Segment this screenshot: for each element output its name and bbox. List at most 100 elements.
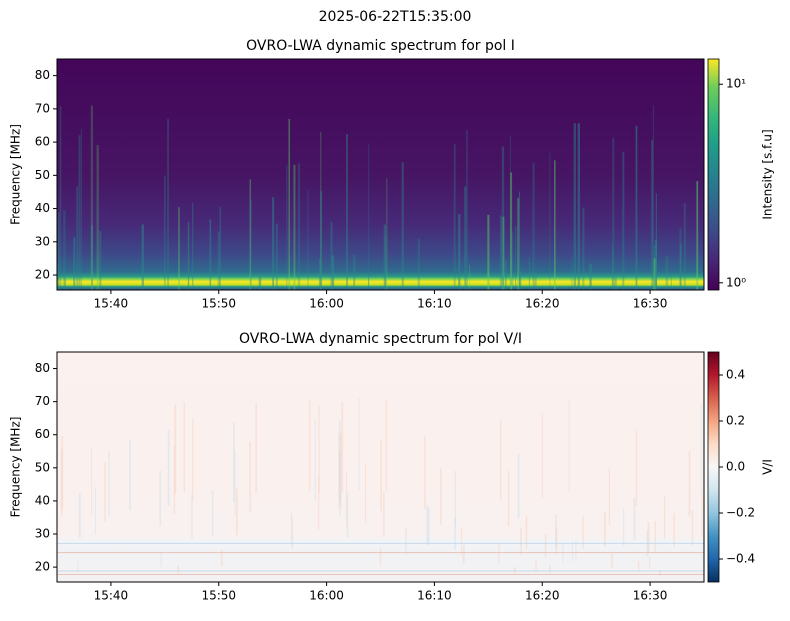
burst-streak	[519, 191, 521, 290]
burst-streak	[440, 468, 442, 526]
burst-streak	[517, 198, 519, 290]
burst-streak	[192, 202, 194, 290]
burst-streak	[541, 413, 544, 498]
colorbar-tick-label: −0.2	[726, 506, 755, 520]
x-tick-label: 15:40	[94, 297, 129, 311]
burst-streak	[532, 163, 535, 290]
burst-streak	[96, 145, 99, 290]
burst-streak	[683, 203, 686, 290]
burst-streak	[338, 434, 340, 509]
colorbar-tick-label: −0.4	[726, 552, 755, 566]
burst-streak	[670, 270, 672, 290]
burst-streak	[637, 561, 640, 572]
burst-streak	[401, 162, 404, 290]
burst-streak	[428, 507, 430, 545]
burst-streak	[217, 231, 220, 290]
burst-streak	[191, 495, 193, 539]
burst-streak	[423, 435, 426, 509]
burst-streak	[651, 139, 654, 290]
burst-streak	[462, 545, 465, 564]
burst-streak	[549, 565, 551, 574]
burst-streak	[652, 105, 655, 290]
burst-streak	[383, 491, 385, 537]
burst-streak	[104, 461, 106, 522]
colorbar-tick-label: 0.4	[726, 368, 745, 382]
burst-streak	[60, 449, 63, 516]
rfi-line	[57, 570, 704, 572]
burst-streak	[575, 539, 577, 561]
burst-streak	[577, 123, 581, 290]
burst-streak	[108, 450, 110, 517]
y-axis-label: Frequency [MHz]	[9, 417, 23, 518]
burst-streak	[611, 246, 614, 290]
burst-streak	[167, 429, 170, 506]
colorbar-tick-label: 0.0	[726, 460, 745, 474]
burst-streak	[173, 445, 176, 514]
burst-streak	[622, 152, 625, 290]
burst-streak	[510, 172, 513, 290]
burst-streak	[612, 138, 615, 290]
y-tick-label: 70	[35, 394, 50, 408]
colorbar-label: Intensity [s.f.u]	[761, 129, 775, 219]
plot-frame	[56, 58, 705, 291]
burst-streak	[275, 223, 278, 290]
x-tick-label: 15:50	[201, 297, 236, 311]
burst-streak	[293, 164, 296, 290]
burst-streak	[608, 468, 611, 526]
burst-streak	[509, 135, 511, 290]
suptitle: 2025-06-22T15:35:00	[319, 9, 472, 25]
burst-streak	[582, 207, 585, 290]
burst-streak	[353, 254, 356, 290]
burst-streak	[466, 130, 468, 290]
burst-streak	[61, 435, 64, 509]
burst-streak	[649, 556, 651, 570]
burst-streak	[249, 179, 252, 290]
burst-streak	[99, 231, 102, 290]
burst-streak	[78, 135, 81, 290]
burst-streak	[502, 216, 505, 290]
rfi-line	[57, 542, 704, 544]
burst-streak	[426, 507, 429, 545]
burst-streak	[320, 191, 323, 290]
colorbar-label: V/I	[761, 459, 775, 475]
burst-streak	[405, 527, 407, 555]
burst-streak	[129, 439, 131, 511]
burst-streak	[78, 493, 81, 538]
burst-streak	[58, 212, 60, 290]
burst-streak	[94, 486, 96, 535]
burst-streak	[700, 404, 702, 494]
y-tick-label: 30	[35, 234, 50, 248]
burst-streak	[235, 488, 238, 536]
burst-streak	[673, 513, 675, 548]
burst-streak	[341, 401, 344, 492]
burst-streak	[292, 518, 294, 551]
burst-streak	[555, 527, 558, 555]
rfi-line	[57, 573, 704, 575]
burst-streak	[177, 565, 180, 574]
burst-streak	[582, 515, 584, 549]
burst-streak	[63, 210, 66, 290]
burst-streak	[77, 560, 79, 572]
spectrum-image	[57, 59, 704, 290]
x-tick-label: 16:20	[525, 589, 560, 603]
burst-streak	[385, 400, 388, 492]
burst-streak	[345, 133, 348, 290]
burst-streak	[679, 243, 682, 290]
burst-streak	[622, 509, 625, 546]
x-tick-label: 16:00	[309, 589, 344, 603]
burst-streak	[469, 264, 471, 290]
burst-streak	[141, 224, 144, 290]
colorbar-tick-label: 10¹	[726, 77, 746, 91]
x-tick-label: 15:40	[94, 589, 129, 603]
burst-streak	[507, 470, 510, 527]
burst-streak	[665, 255, 669, 290]
burst-streak	[318, 405, 320, 494]
burst-streak	[187, 222, 190, 290]
burst-streak	[426, 505, 428, 544]
burst-streak	[603, 511, 606, 547]
burst-streak	[519, 270, 522, 290]
burst-streak	[525, 515, 528, 549]
burst-streak	[499, 215, 503, 290]
burst-streak	[654, 521, 657, 552]
